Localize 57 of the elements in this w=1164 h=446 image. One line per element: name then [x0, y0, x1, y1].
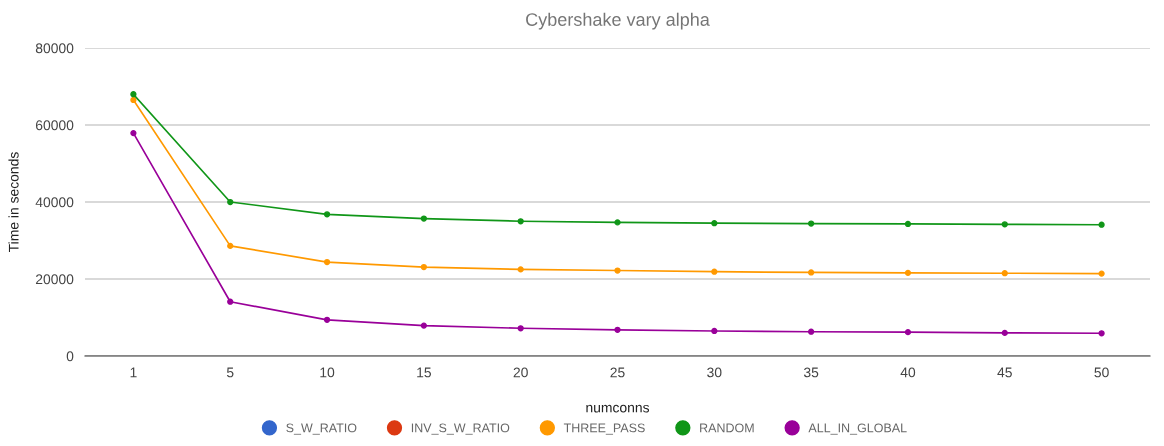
point: [227, 298, 234, 305]
point: [711, 327, 718, 335]
x-tick-label: 35: [803, 367, 819, 378]
x-tick-label: 5: [226, 367, 234, 378]
point: [323, 211, 331, 218]
y-tick-label: 20000: [35, 274, 74, 285]
x-tick-label: 1: [130, 367, 137, 378]
x-tick-label: 30: [707, 367, 722, 378]
point: [1098, 270, 1105, 277]
point: [227, 198, 234, 206]
legend-label: THREE_PASS: [563, 423, 645, 435]
point: [904, 220, 912, 228]
point: [614, 219, 621, 226]
x-axis-title: numconns: [586, 404, 650, 413]
x-tick-label: 20: [513, 367, 528, 378]
point: [904, 269, 912, 276]
point: [808, 220, 815, 227]
legend-label: ALL_IN_GLOBAL: [808, 423, 907, 435]
point: [420, 263, 427, 271]
point: [1001, 221, 1008, 228]
point: [1001, 270, 1008, 277]
point: [711, 220, 718, 227]
point: [614, 326, 621, 333]
x-tick-label: 10: [320, 367, 335, 378]
x-tick-label: 40: [900, 367, 916, 378]
x-tick-label: 25: [610, 367, 625, 378]
point: [1001, 329, 1008, 337]
point: [808, 269, 815, 276]
point: [130, 91, 137, 98]
point: [614, 267, 621, 274]
point: [420, 215, 427, 222]
x-tick-label: 50: [1094, 367, 1109, 378]
point: [420, 322, 427, 329]
point: [130, 96, 137, 104]
point: [323, 316, 331, 323]
legend-label: S_W_RATIO: [286, 423, 357, 435]
point: [517, 218, 524, 225]
x-tick-label: 45: [997, 367, 1012, 378]
x-tick-label: 15: [417, 367, 432, 378]
legend-label: INV_S_W_RATIO: [411, 423, 510, 435]
y-tick-label: 0: [66, 351, 74, 362]
point: [517, 325, 524, 332]
point: [323, 258, 331, 266]
point: [904, 329, 912, 336]
legend-label: RANDOM: [700, 423, 754, 433]
point: [227, 242, 234, 250]
y-axis-title: Time in seconds: [8, 152, 19, 252]
point: [1098, 330, 1105, 337]
chart-title: Cybershake vary alpha: [526, 12, 710, 30]
point: [808, 328, 815, 335]
point: [711, 268, 718, 275]
point: [517, 266, 524, 273]
point: [1098, 221, 1105, 228]
y-tick-label: 40000: [35, 197, 74, 208]
y-tick-label: 80000: [35, 43, 74, 54]
point: [130, 129, 137, 137]
y-tick-label: 60000: [35, 120, 74, 131]
